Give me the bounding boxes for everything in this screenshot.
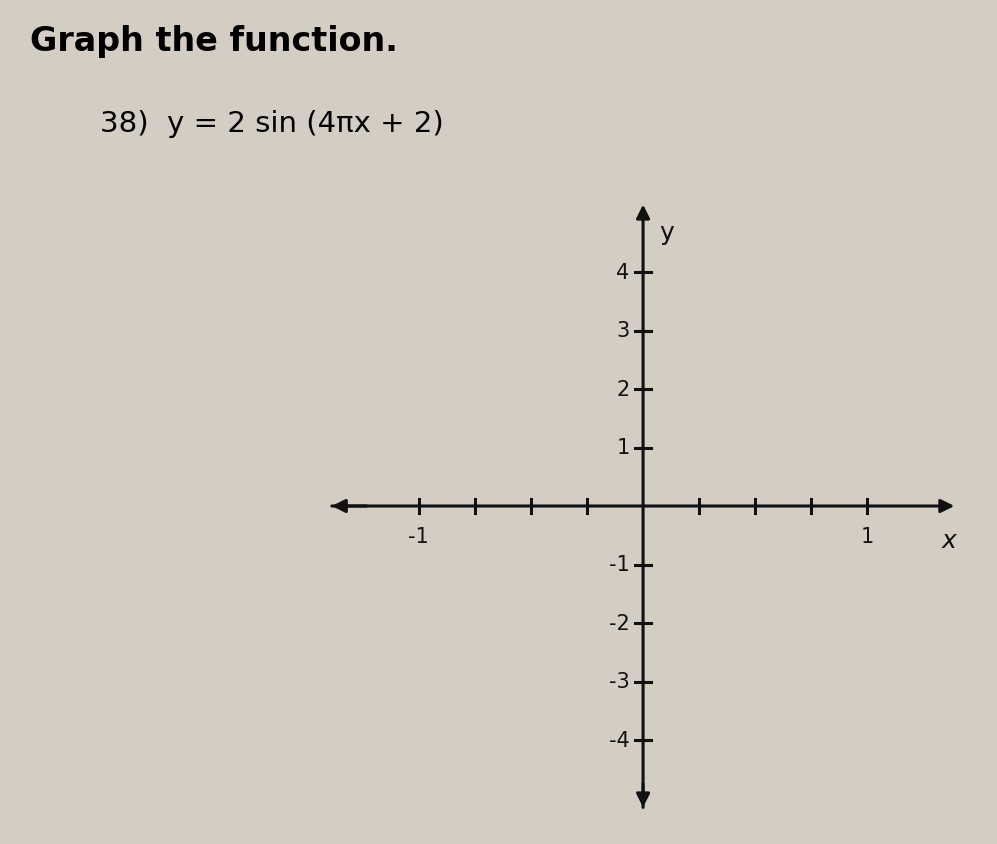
Text: -4: -4	[609, 730, 629, 750]
Text: y: y	[659, 221, 674, 245]
Text: -2: -2	[609, 614, 629, 633]
Text: 1: 1	[860, 527, 874, 547]
Text: -1: -1	[409, 527, 429, 547]
Text: 38)  y = 2 sin (4πx + 2): 38) y = 2 sin (4πx + 2)	[100, 110, 444, 138]
Text: Graph the function.: Graph the function.	[30, 25, 398, 58]
Text: -3: -3	[609, 672, 629, 692]
Text: 1: 1	[616, 438, 629, 458]
Text: 3: 3	[616, 321, 629, 341]
Text: x: x	[941, 528, 956, 553]
Text: -1: -1	[609, 555, 629, 575]
Text: 4: 4	[616, 262, 629, 283]
Text: 2: 2	[616, 380, 629, 399]
